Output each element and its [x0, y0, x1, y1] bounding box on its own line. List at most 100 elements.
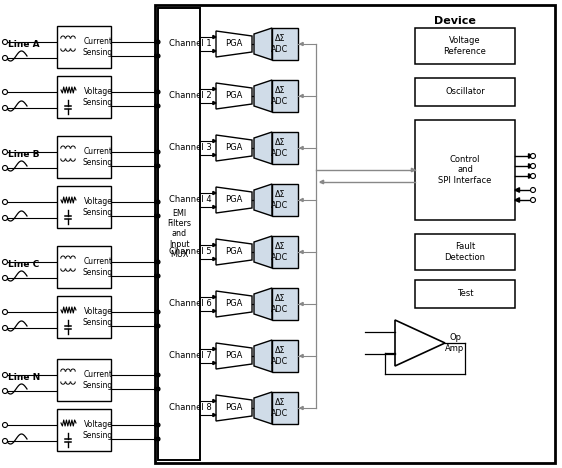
- Text: Device: Device: [434, 16, 476, 26]
- Text: Voltage
Sensing: Voltage Sensing: [83, 88, 113, 107]
- Polygon shape: [213, 36, 216, 38]
- Polygon shape: [155, 200, 158, 204]
- Text: ΔΣ
ADC: ΔΣ ADC: [271, 34, 289, 54]
- Text: Voltage
Sensing: Voltage Sensing: [83, 420, 113, 440]
- Circle shape: [156, 150, 160, 154]
- Text: Channel 8: Channel 8: [169, 403, 212, 412]
- Text: Line B: Line B: [8, 150, 39, 159]
- Polygon shape: [254, 184, 272, 216]
- Polygon shape: [411, 168, 415, 172]
- Bar: [415, 234, 515, 270]
- Polygon shape: [155, 214, 158, 218]
- Text: ΔΣ
ADC: ΔΣ ADC: [271, 294, 289, 314]
- Text: ΔΣ
ADC: ΔΣ ADC: [271, 190, 289, 210]
- Text: Control
and
SPI Interface: Control and SPI Interface: [438, 155, 492, 185]
- Polygon shape: [213, 88, 216, 91]
- Bar: [272, 392, 298, 424]
- Circle shape: [156, 40, 160, 44]
- Polygon shape: [213, 295, 216, 299]
- Polygon shape: [216, 187, 252, 213]
- Polygon shape: [213, 205, 216, 209]
- Polygon shape: [300, 146, 303, 150]
- Polygon shape: [155, 54, 158, 58]
- Polygon shape: [155, 40, 158, 44]
- Polygon shape: [216, 239, 252, 265]
- Circle shape: [156, 164, 160, 168]
- Circle shape: [2, 388, 7, 394]
- Circle shape: [156, 214, 160, 218]
- Text: PGA: PGA: [225, 403, 243, 412]
- Polygon shape: [216, 395, 252, 421]
- Bar: [57, 136, 111, 178]
- Bar: [57, 296, 111, 338]
- Text: PGA: PGA: [225, 144, 243, 153]
- Polygon shape: [155, 438, 158, 440]
- Text: PGA: PGA: [225, 196, 243, 205]
- Circle shape: [156, 90, 160, 94]
- Bar: [155, 5, 555, 463]
- Text: Oscillator: Oscillator: [445, 88, 485, 96]
- Circle shape: [2, 439, 7, 444]
- Circle shape: [531, 163, 536, 168]
- Bar: [272, 236, 298, 268]
- Polygon shape: [254, 132, 272, 164]
- Circle shape: [2, 326, 7, 330]
- Text: PGA: PGA: [225, 92, 243, 101]
- Polygon shape: [155, 260, 158, 263]
- Circle shape: [2, 423, 7, 427]
- Text: Current
Sensing: Current Sensing: [83, 147, 113, 167]
- Bar: [57, 359, 111, 401]
- Circle shape: [2, 56, 7, 60]
- Polygon shape: [254, 392, 272, 424]
- Polygon shape: [300, 250, 303, 254]
- Text: Channel 3: Channel 3: [169, 144, 212, 153]
- Text: Channel 1: Channel 1: [169, 39, 212, 49]
- Text: ΔΣ
ADC: ΔΣ ADC: [271, 346, 289, 366]
- Bar: [57, 409, 111, 451]
- Polygon shape: [213, 154, 216, 157]
- Polygon shape: [155, 373, 158, 377]
- Text: Current
Sensing: Current Sensing: [83, 257, 113, 277]
- Polygon shape: [155, 274, 158, 278]
- Polygon shape: [300, 406, 303, 410]
- Polygon shape: [155, 310, 158, 314]
- Circle shape: [2, 276, 7, 280]
- Polygon shape: [155, 90, 158, 94]
- Circle shape: [531, 188, 536, 192]
- Circle shape: [156, 310, 160, 314]
- Polygon shape: [515, 198, 519, 202]
- Bar: [415, 120, 515, 220]
- Circle shape: [2, 89, 7, 95]
- Bar: [415, 28, 515, 64]
- Polygon shape: [155, 388, 158, 391]
- Circle shape: [2, 39, 7, 44]
- Text: Channel 2: Channel 2: [169, 92, 212, 101]
- Text: ΔΣ
ADC: ΔΣ ADC: [271, 398, 289, 418]
- Circle shape: [2, 166, 7, 170]
- Circle shape: [156, 274, 160, 278]
- Text: Fault
Detection: Fault Detection: [445, 242, 486, 262]
- Circle shape: [156, 373, 160, 377]
- Polygon shape: [213, 413, 216, 417]
- Circle shape: [2, 309, 7, 314]
- Circle shape: [156, 437, 160, 441]
- Text: EMI
Filters
and
Input
MUX: EMI Filters and Input MUX: [167, 209, 191, 259]
- Circle shape: [156, 387, 160, 391]
- Polygon shape: [395, 320, 445, 366]
- Circle shape: [156, 260, 160, 264]
- Polygon shape: [216, 135, 252, 161]
- Text: ΔΣ
ADC: ΔΣ ADC: [271, 86, 289, 106]
- Bar: [272, 80, 298, 112]
- Circle shape: [156, 324, 160, 328]
- Text: Channel 5: Channel 5: [169, 248, 212, 256]
- Polygon shape: [155, 164, 158, 168]
- Bar: [272, 340, 298, 372]
- Text: ΔΣ
ADC: ΔΣ ADC: [271, 139, 289, 158]
- Polygon shape: [213, 257, 216, 261]
- Text: Test: Test: [457, 290, 473, 299]
- Text: PGA: PGA: [225, 248, 243, 256]
- Polygon shape: [254, 288, 272, 320]
- Circle shape: [2, 373, 7, 378]
- Polygon shape: [216, 291, 252, 317]
- Polygon shape: [528, 174, 533, 178]
